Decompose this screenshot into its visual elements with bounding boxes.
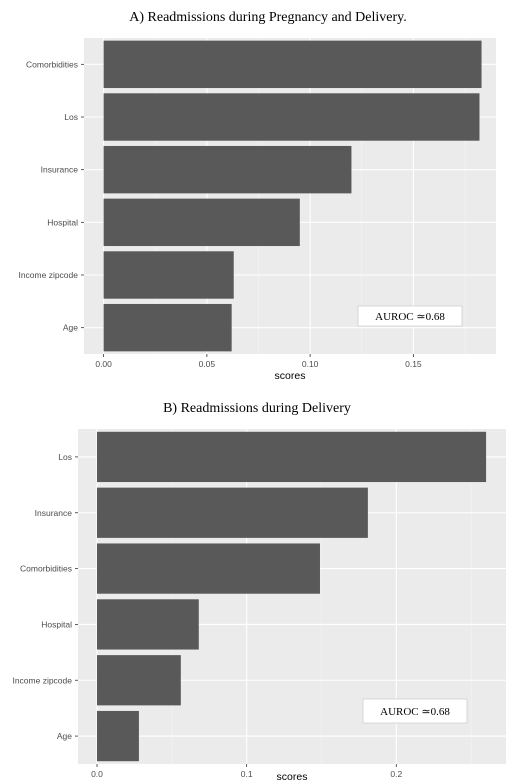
plot-panel <box>84 38 496 354</box>
y-tick-label: Age <box>63 323 78 333</box>
bar-income-zipcode <box>103 251 234 299</box>
bar-los <box>97 431 487 483</box>
y-tick-label: Insurance <box>41 165 79 175</box>
x-tick-label: 0.0 <box>91 769 103 779</box>
x-axis-label: scores <box>277 771 308 783</box>
bar-age <box>97 710 139 762</box>
y-tick-label: Los <box>64 112 78 122</box>
bar-comorbidities <box>103 40 482 89</box>
y-tick-label: Los <box>58 452 72 462</box>
y-tick-label: Comorbidities <box>26 59 78 69</box>
chart-panel-b: B) Readmissions during Delivery Los Insura… <box>12 401 506 783</box>
bar-comorbidities <box>97 543 320 594</box>
y-tick-label: Income zipcode <box>12 675 72 685</box>
chart-title: B) Readmissions during Delivery <box>163 401 351 416</box>
x-tick-label: 0.1 <box>241 769 253 779</box>
annotation-text: AUROC ≃0.68 <box>375 311 445 323</box>
annotation-box <box>357 305 463 327</box>
y-tick-label: Hospital <box>47 217 78 227</box>
x-tick-label: 0.2 <box>390 769 402 779</box>
annotation-box <box>362 698 468 724</box>
x-tick-label: 0.15 <box>405 359 422 369</box>
x-tick-label: 0.05 <box>199 359 216 369</box>
x-tick-label: 0.10 <box>302 359 319 369</box>
y-tick-label: Comorbidities <box>20 564 72 574</box>
y-tick-label: Income zipcode <box>18 270 78 280</box>
bar-hospital <box>103 198 300 247</box>
annotation-text: AUROC ≃0.68 <box>380 706 450 718</box>
y-tick-label: Hospital <box>41 619 72 629</box>
y-tick-label: Insurance <box>35 508 73 518</box>
bar-age <box>103 303 232 352</box>
bar-insurance <box>103 145 352 194</box>
bar-income-zipcode <box>97 655 181 706</box>
bar-los <box>103 93 480 141</box>
chart-panel-a: A) Readmissions during Pregnancy and Del… <box>18 10 496 382</box>
x-tick-label: 0.00 <box>95 359 112 369</box>
x-axis-label: scores <box>275 370 306 382</box>
bar-insurance <box>97 487 368 538</box>
y-tick-label: Age <box>57 731 72 741</box>
bar-hospital <box>97 599 199 650</box>
chart-title: A) Readmissions during Pregnancy and Del… <box>129 10 406 25</box>
